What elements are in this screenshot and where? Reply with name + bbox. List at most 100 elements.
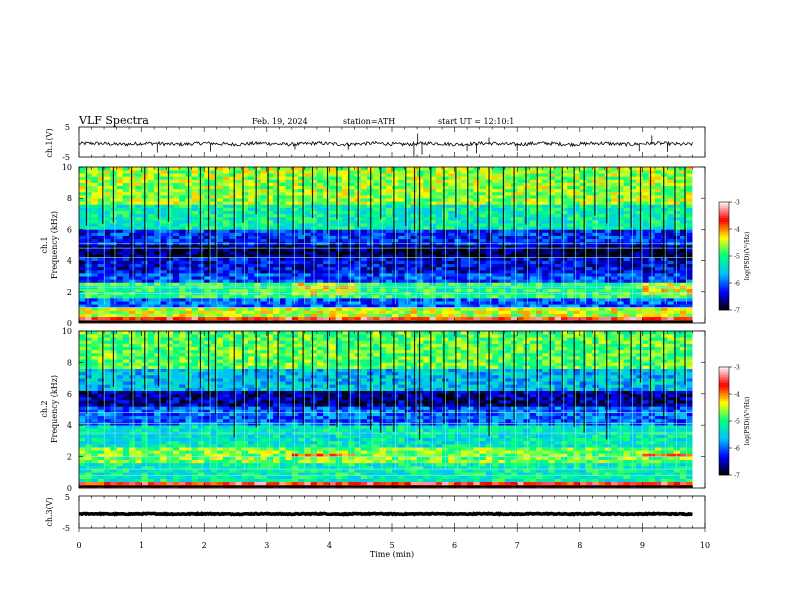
ch1-spec-cell	[673, 170, 681, 174]
ch1-spec-cell	[248, 210, 255, 215]
ch1-spec-cell	[473, 251, 480, 255]
ch1-spec-cell	[204, 269, 211, 274]
ch1-spec-cell	[91, 276, 99, 280]
ch1-spec-cell	[392, 316, 399, 321]
ch1-spec-cell	[573, 301, 581, 305]
ch1-spec-cell	[104, 254, 111, 258]
ch1-spec-cell	[141, 294, 149, 299]
ch1-spec-cell	[316, 301, 324, 305]
ch1-spec-cell	[679, 185, 687, 190]
ch1-spec-cell	[197, 198, 205, 202]
ch1-spec-cell	[586, 173, 593, 177]
ch1-spec-cell	[598, 298, 606, 302]
ch1-spec-cell	[567, 257, 574, 261]
ch1-spec-cell	[79, 304, 86, 308]
ch1-spec-cell	[473, 229, 480, 233]
ch1-spec-cell	[323, 266, 330, 271]
ch1-spec-cell	[341, 167, 349, 171]
ch1-spec-cell	[592, 304, 599, 308]
ch1-spec-cell	[323, 248, 330, 252]
ch1-spec-cell	[504, 176, 512, 180]
ch1-spec-cell	[611, 310, 618, 314]
ch1-spec-cell	[104, 195, 111, 199]
ch1-spec-cell	[573, 210, 581, 215]
ch1-spec-cell	[535, 273, 543, 277]
ch1-spec-cell	[172, 269, 180, 274]
ch1-spec-cell	[535, 223, 543, 227]
ch1-spec-cell	[485, 245, 493, 249]
ch1-spec-cell	[467, 179, 474, 183]
ch1-spec-cell	[298, 248, 305, 252]
ch1-spec-cell	[686, 245, 693, 249]
ch1-spec-cell	[598, 198, 606, 202]
ch1-spec-cell	[116, 288, 124, 293]
ch1-spec-cell	[504, 260, 512, 265]
ch1-spec-cell	[611, 279, 618, 283]
ch1-spec-cell	[510, 251, 518, 255]
ch1-spec-cell	[335, 201, 343, 205]
ch1-spec-cell	[254, 310, 261, 314]
ch1-spec-cell	[222, 260, 230, 265]
ch1-spec-cell	[636, 304, 643, 308]
ch1-spec-cell	[97, 173, 105, 177]
ch1-spec-cell	[510, 282, 518, 286]
ch1-spec-cell	[260, 213, 268, 218]
ch1-spec-cell	[448, 313, 455, 318]
ch1-spec-cell	[235, 298, 243, 302]
ch1-spec-cell	[248, 173, 255, 177]
ch1-spec-cell	[673, 229, 681, 233]
ch1-spec-cell	[216, 269, 224, 274]
ch1-spec-cell	[341, 266, 349, 271]
ch1-spec-cell	[216, 294, 224, 299]
ch1-spec-cell	[273, 167, 280, 171]
ch1-spec-cell	[661, 201, 668, 205]
ch1-spectrogram-image	[79, 167, 705, 324]
ch1-spec-cell	[210, 232, 218, 236]
ch1-spec-cell	[586, 316, 593, 321]
ch1-spec-cell	[379, 223, 387, 227]
ch1-spec-cell	[266, 167, 274, 171]
ch1-spec-cell	[573, 276, 581, 280]
ch1-spec-cell	[222, 257, 230, 261]
ch1-spec-cell	[473, 260, 480, 265]
ch1-spec-cell	[298, 263, 305, 268]
ch1-spec-cell	[304, 220, 311, 224]
ch1-spec-cell	[154, 279, 161, 283]
ch1-spec-cell	[398, 220, 405, 224]
ch1-spec-cell	[273, 216, 280, 221]
ch1-spec-cell	[460, 167, 468, 171]
ch1-spec-cell	[510, 316, 518, 321]
ch1-spec-cell	[598, 179, 606, 183]
ch1-spec-cell	[611, 195, 618, 199]
ch1-spec-cell	[479, 254, 487, 258]
ch1-spec-cell	[235, 191, 243, 196]
ch1-spec-cell	[567, 220, 574, 224]
ch1-spec-cell	[473, 204, 480, 208]
ch1-spec-cell	[97, 266, 105, 271]
ch1-spec-cell	[273, 185, 280, 190]
ch1-spec-cell	[110, 254, 117, 258]
ch1-spec-cell	[435, 201, 443, 205]
ch1-spec-cell	[216, 276, 224, 280]
ch1-spec-cell	[147, 226, 155, 230]
ch1-spec-cell	[279, 223, 286, 227]
ch1-spec-cell	[154, 282, 161, 286]
ch1-spec-cell	[298, 266, 305, 271]
ch1-spec-cell	[542, 266, 549, 271]
ch1-spec-cell	[354, 294, 361, 299]
ch1-spec-cell	[298, 179, 305, 183]
ch1-spec-cell	[542, 282, 549, 286]
ch1-spec-cell	[429, 282, 437, 286]
ch1-spec-cell	[667, 263, 674, 268]
ch1-spec-cell	[404, 176, 412, 180]
ch1-spec-cell	[341, 254, 349, 258]
ch1-spec-cell	[535, 176, 543, 180]
ch1-spec-cell	[498, 294, 505, 299]
ch1-spec-cell	[573, 254, 581, 258]
ch1-spec-cell	[454, 307, 462, 311]
ch1-spec-cell	[279, 248, 286, 252]
ch1-spec-cell	[617, 307, 624, 311]
ch1-spec-cell	[598, 266, 606, 271]
ch1-spec-cell	[298, 307, 305, 311]
ch1-spec-cell	[485, 301, 493, 305]
